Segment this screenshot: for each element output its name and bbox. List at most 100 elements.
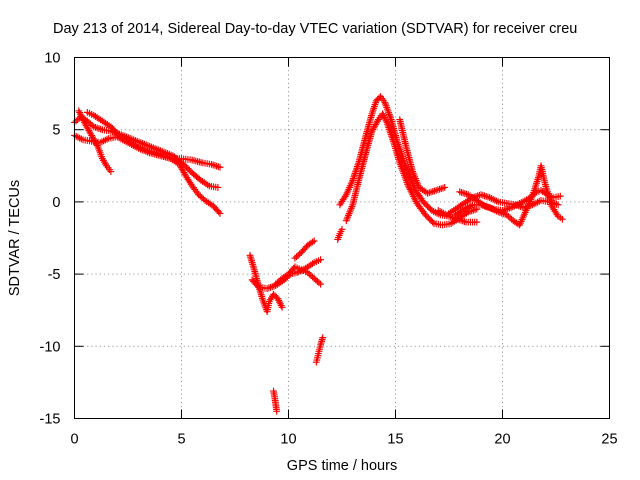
axis-ticks — [74, 57, 610, 419]
data-point — [481, 192, 488, 200]
data-point — [425, 204, 433, 212]
data-point — [542, 190, 550, 197]
plot-frame — [74, 57, 610, 419]
data-point — [198, 194, 206, 201]
x-tick-label: 0 — [70, 432, 78, 448]
data-point — [95, 125, 103, 132]
data-point — [107, 123, 115, 131]
data-point — [319, 334, 327, 342]
data-point — [504, 212, 512, 220]
data-point — [278, 303, 286, 311]
series-track-d — [83, 108, 224, 217]
data-point — [270, 290, 277, 298]
data-point — [78, 114, 86, 121]
data-point — [553, 211, 561, 219]
data-point — [111, 127, 119, 135]
data-point — [75, 107, 83, 115]
data-point — [216, 163, 224, 171]
y-tick-labels: -15 -10 -5 0 5 10 — [40, 51, 61, 428]
data-point — [372, 97, 380, 105]
data-point — [338, 225, 346, 233]
data-point — [213, 162, 220, 170]
data-point — [425, 189, 433, 197]
data-point — [429, 188, 437, 195]
series-track-g — [272, 263, 324, 288]
x-tick-labels: 0 5 10 15 20 25 — [70, 432, 617, 448]
data-point — [108, 124, 116, 132]
data-point — [310, 237, 318, 245]
data-point — [296, 250, 304, 258]
data-point — [477, 191, 485, 199]
data-point — [309, 273, 316, 281]
grid-lines — [74, 57, 610, 419]
data-point — [309, 238, 316, 246]
series-track-h — [291, 237, 318, 262]
x-tick-label: 20 — [494, 432, 510, 448]
chart-title: Day 213 of 2014, Sidereal Day-to-day VTE… — [53, 21, 577, 37]
data-point — [432, 186, 440, 194]
data-point — [271, 292, 279, 300]
data-point — [307, 272, 315, 279]
series-track-n — [396, 116, 449, 197]
data-point — [554, 201, 562, 209]
data-point — [437, 185, 445, 193]
data-point — [294, 251, 302, 259]
data-point — [76, 109, 83, 116]
series-track-q — [456, 186, 564, 214]
data-point — [456, 188, 464, 196]
x-tick-label: 15 — [387, 432, 403, 448]
data-point — [434, 186, 442, 194]
data-point — [293, 253, 300, 261]
y-tick-label: 0 — [52, 195, 60, 211]
data-point — [275, 277, 283, 285]
data-point — [110, 126, 118, 134]
data-point — [426, 215, 434, 223]
x-tick-label: 5 — [177, 432, 185, 448]
series-track-l — [342, 110, 481, 229]
data-point — [459, 189, 467, 197]
data-point — [503, 211, 511, 219]
x-tick-label: 25 — [601, 432, 617, 448]
data-point — [317, 256, 324, 264]
data-point — [424, 214, 432, 222]
series-track-j — [312, 334, 327, 366]
data-point — [184, 165, 192, 173]
series-track-i — [270, 387, 281, 415]
data-point — [79, 115, 87, 123]
data-point — [312, 276, 320, 284]
data-point — [211, 162, 219, 169]
data-point — [421, 199, 429, 207]
data-point — [529, 191, 537, 199]
data-point — [304, 269, 312, 277]
data-point — [77, 112, 85, 120]
data-point — [97, 125, 105, 133]
series-track-b — [75, 107, 115, 175]
data-point — [216, 210, 224, 217]
y-tick-label: -10 — [40, 339, 61, 355]
data-point — [315, 279, 323, 287]
data-point — [273, 407, 281, 415]
data-point — [526, 194, 534, 201]
data-point — [107, 168, 115, 175]
y-tick-label: -5 — [48, 267, 61, 283]
data-points — [71, 93, 566, 415]
y-tick-label: 5 — [52, 123, 60, 139]
y-tick-label: 10 — [44, 51, 60, 67]
data-point — [431, 187, 438, 195]
data-point — [427, 188, 435, 196]
data-point — [419, 198, 427, 206]
data-point — [272, 280, 280, 288]
series-track-e — [246, 251, 286, 316]
data-point — [196, 192, 204, 200]
data-point — [427, 217, 435, 225]
data-point — [310, 275, 318, 282]
data-point — [187, 180, 195, 188]
data-point — [439, 184, 447, 192]
data-point — [479, 191, 487, 199]
data-point — [215, 208, 223, 216]
data-point — [461, 218, 468, 225]
data-point — [185, 166, 193, 174]
data-point — [436, 185, 443, 193]
data-point — [113, 129, 120, 136]
